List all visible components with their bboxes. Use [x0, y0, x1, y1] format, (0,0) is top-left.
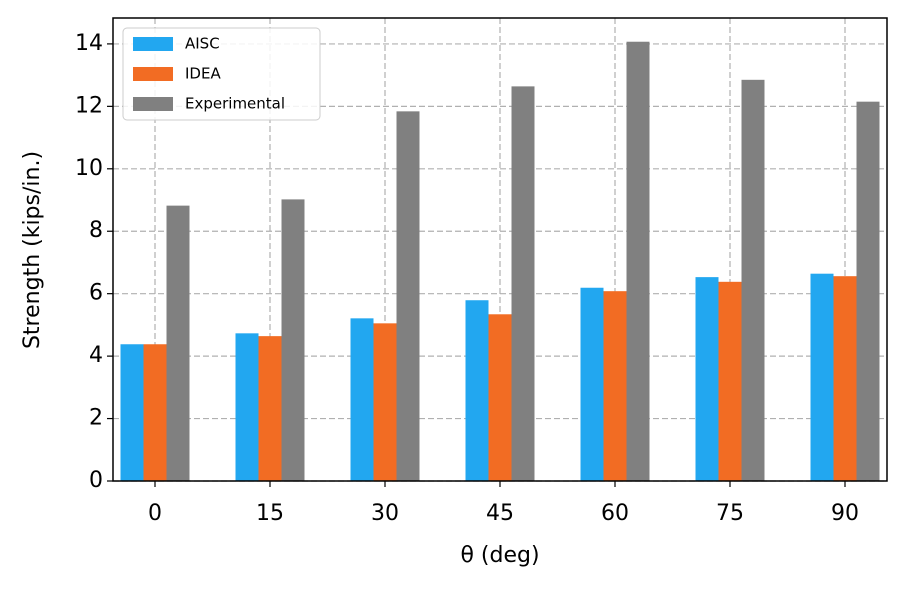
legend-swatch: [133, 37, 173, 51]
bar: [626, 41, 650, 482]
bar: [695, 277, 719, 481]
legend-label: IDEA: [185, 65, 221, 83]
legend-label: AISC: [185, 35, 220, 53]
y-tick-label: 4: [89, 343, 103, 368]
legend-label: Experimental: [185, 95, 285, 113]
bar: [511, 86, 535, 481]
bar: [810, 273, 834, 481]
legend: AISC IDEA Experimental: [122, 27, 321, 121]
bar: [488, 314, 512, 481]
x-tick-label: 30: [371, 501, 399, 526]
x-axis-label: θ (deg): [460, 543, 539, 568]
bar: [465, 300, 489, 481]
x-tick-label: 15: [256, 501, 284, 526]
legend-swatch: [133, 97, 173, 111]
y-tick-label: 6: [89, 281, 103, 306]
y-tick-label: 0: [89, 468, 103, 493]
y-tick-label: 2: [89, 406, 103, 431]
legend-swatch: [133, 67, 173, 81]
bar: [350, 318, 374, 481]
bar: [856, 101, 880, 482]
y-tick-label: 10: [75, 156, 103, 181]
y-axis-label: Strength (kips/in.): [20, 151, 45, 349]
bar: [396, 111, 420, 481]
bar: [741, 79, 765, 481]
bar: [235, 333, 259, 481]
bar: [143, 344, 167, 481]
bar: [166, 205, 190, 481]
x-tick-label: 75: [716, 501, 744, 526]
bar: [373, 323, 397, 481]
y-tick-label: 14: [75, 31, 103, 56]
x-tick-label: 60: [601, 501, 629, 526]
bar: [833, 276, 857, 481]
y-tick-label: 12: [75, 93, 103, 118]
bar: [718, 281, 742, 481]
x-tick-label: 0: [148, 501, 162, 526]
bar: [603, 291, 627, 481]
x-tick-label: 45: [486, 501, 514, 526]
plot-frame: [112, 17, 888, 482]
y-tick-label: 8: [89, 218, 103, 243]
x-tick-label: 90: [831, 501, 859, 526]
bar: [281, 199, 305, 481]
bar: [120, 344, 144, 481]
bar: [258, 336, 282, 481]
bar: [580, 287, 604, 481]
